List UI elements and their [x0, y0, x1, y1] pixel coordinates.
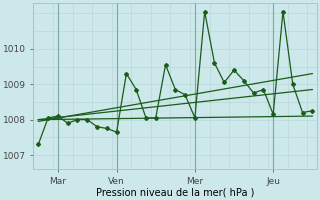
X-axis label: Pression niveau de la mer( hPa ): Pression niveau de la mer( hPa ) — [96, 187, 254, 197]
